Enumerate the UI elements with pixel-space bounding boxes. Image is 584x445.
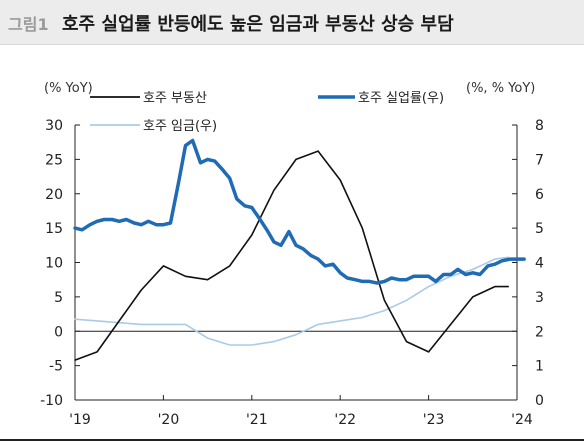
bottom-rule — [0, 439, 584, 441]
right-tick-label: 7 — [535, 152, 544, 168]
left-axis-unit: (% YoY) — [44, 81, 93, 96]
left-tick-label: -5 — [49, 359, 63, 375]
x-tick-label: '20 — [158, 412, 180, 428]
series-line-1 — [73, 138, 526, 285]
left-tick-label: 30 — [45, 118, 63, 134]
right-tick-label: 8 — [535, 118, 544, 134]
left-tick-label: 25 — [45, 152, 63, 168]
right-axis-unit: (%, % YoY) — [466, 81, 535, 96]
x-tick-label: '23 — [423, 412, 445, 428]
left-tick-label: 20 — [45, 187, 63, 203]
axes: -10 -5 0 5 10 15 20 25 30 0 1 2 3 4 5 6 7 8 '19 '20 '21 '22 '2… — [40, 118, 544, 428]
right-tick-label: 6 — [535, 187, 544, 203]
x-tick-label: '21 — [246, 412, 268, 428]
title-bar: 그림1 호주 실업률 반등에도 높은 임금과 부동산 상승 부담 — [0, 0, 584, 45]
x-tick-label: '24 — [511, 412, 533, 428]
left-tick-label: 5 — [54, 290, 63, 306]
x-tick-label: '19 — [69, 412, 91, 428]
right-tick-label: 1 — [535, 359, 544, 375]
left-tick-label: -10 — [40, 393, 63, 409]
chart-title: 호주 실업률 반등에도 높은 임금과 부동산 상승 부담 — [62, 14, 454, 35]
left-tick-label: 15 — [45, 221, 63, 237]
right-tick-label: 0 — [535, 393, 544, 409]
series-layer — [73, 138, 526, 361]
series-line-0 — [74, 150, 510, 361]
legend-label-2: 호주 임금(우) — [143, 119, 217, 134]
right-tick-label: 5 — [535, 221, 544, 237]
series-line-2 — [74, 256, 510, 346]
figure-label: 그림1 — [8, 15, 49, 34]
legend: 호주 부동산 호주 실업률(우) 호주 임금(우) — [90, 91, 444, 134]
right-tick-label: 3 — [535, 290, 544, 306]
left-tick-label: 0 — [54, 324, 63, 340]
right-tick-label: 4 — [535, 256, 544, 272]
legend-label-1: 호주 실업률(우) — [358, 91, 444, 106]
legend-label-0: 호주 부동산 — [143, 91, 207, 106]
x-tick-label: '22 — [334, 412, 356, 428]
right-tick-label: 2 — [535, 324, 544, 340]
left-tick-label: 10 — [45, 256, 63, 272]
